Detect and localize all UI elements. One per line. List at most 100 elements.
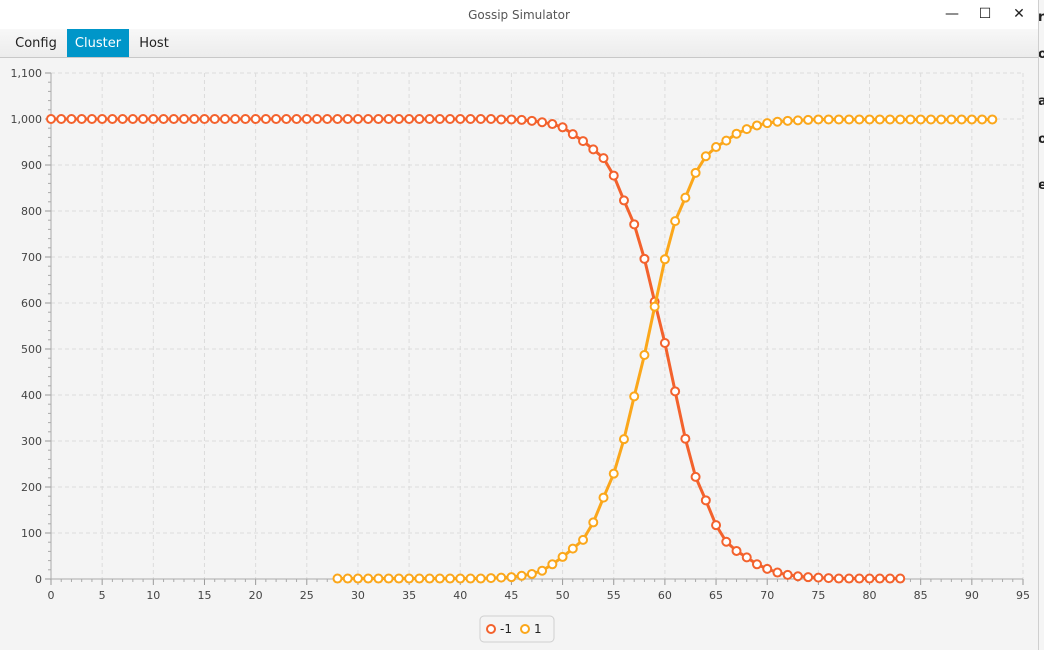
data-point [680,433,691,444]
data-point [363,114,374,124]
data-point [434,114,445,124]
x-tick-label: 50 [556,589,570,602]
background-letter: r [1038,10,1044,25]
data-point [659,254,670,265]
data-point [506,114,517,125]
x-tick-label: 35 [402,589,416,602]
tab-config[interactable]: Config [15,36,57,51]
x-tick-label: 70 [760,589,774,602]
background-letter: e [1038,178,1044,193]
data-point [455,573,466,584]
data-point [393,573,404,584]
data-point [424,573,435,584]
y-tick-label: 100 [21,527,42,540]
data-point [404,114,415,124]
data-point [649,301,660,312]
data-point [751,559,762,570]
tab-cluster[interactable]: Cluster [67,29,129,57]
data-point [352,573,363,584]
data-point [578,534,589,545]
x-tick-label: 20 [249,589,263,602]
data-point [618,195,629,206]
data-point [230,114,241,124]
data-point [168,114,179,124]
data-point [117,114,128,124]
data-point [956,114,967,125]
data-point [690,471,701,482]
data-point [772,567,783,578]
data-point [557,551,568,562]
data-point [762,118,773,129]
y-tick-label: 1,100 [11,67,43,80]
data-point [711,142,722,153]
legend-marker [520,624,530,634]
background-letter: o [1038,47,1044,62]
y-tick-label: 300 [21,435,42,448]
data-point [670,386,681,397]
data-point [46,114,56,124]
data-point [618,434,629,445]
x-tick-label: 95 [1016,589,1030,602]
y-tick-label: 800 [21,205,42,218]
line-chart: 0 100 200 300 400 500 600 700 800 900 1,000 1,100 0 5… [11,67,1031,643]
y-tick-label: 0 [35,573,42,586]
data-point [659,338,670,349]
data-point [496,114,507,125]
background-window-edge: r o a o e [1038,0,1044,650]
data-point [874,114,885,125]
y-tick-label: 200 [21,481,42,494]
data-point [567,129,578,140]
data-point [598,492,609,503]
x-tick-label: 85 [914,589,928,602]
data-point [700,151,711,162]
data-point [332,114,343,124]
data-point [721,135,732,146]
data-point [946,114,957,125]
maximize-icon[interactable]: ☐ [978,6,992,22]
data-point [97,114,108,124]
data-point [352,114,363,124]
x-tick-label: 10 [146,589,160,602]
data-point [537,565,548,576]
data-point [844,573,855,584]
data-point [537,117,548,128]
data-point [373,114,384,124]
title-bar[interactable]: Gossip Simulator — ☐ ✕ [0,0,1038,29]
data-point [588,144,599,155]
data-point [393,114,404,124]
chart-series [46,114,998,584]
data-point [148,114,159,124]
chart-grid [50,72,1024,580]
data-point [823,114,834,125]
data-point [496,572,507,583]
data-point [762,563,773,574]
data-point [567,543,578,554]
data-point [629,391,640,402]
x-tick-label: 75 [811,589,825,602]
data-point [813,572,824,583]
data-point [874,573,885,584]
data-point [158,114,169,124]
data-point [56,114,67,124]
close-icon[interactable]: ✕ [1013,6,1025,22]
data-point [445,573,456,584]
x-tick-label: 30 [351,589,365,602]
data-point [680,192,691,203]
data-point [731,128,742,139]
data-point [670,216,681,227]
x-tick-label: 5 [99,589,106,602]
data-point [966,114,977,125]
data-point [240,114,251,124]
data-point [782,569,793,580]
data-point [342,573,353,584]
data-point [526,115,537,126]
tab-host[interactable]: Host [139,36,169,51]
minimize-icon[interactable]: — [945,6,959,22]
x-tick-label: 25 [300,589,314,602]
data-point [363,573,374,584]
background-letter: a [1038,94,1044,109]
data-point [485,114,496,124]
data-point [373,573,384,584]
data-point [854,573,865,584]
chart-axes: 0 100 200 300 400 500 600 700 800 900 1,000 1,100 0 5… [11,67,1031,602]
